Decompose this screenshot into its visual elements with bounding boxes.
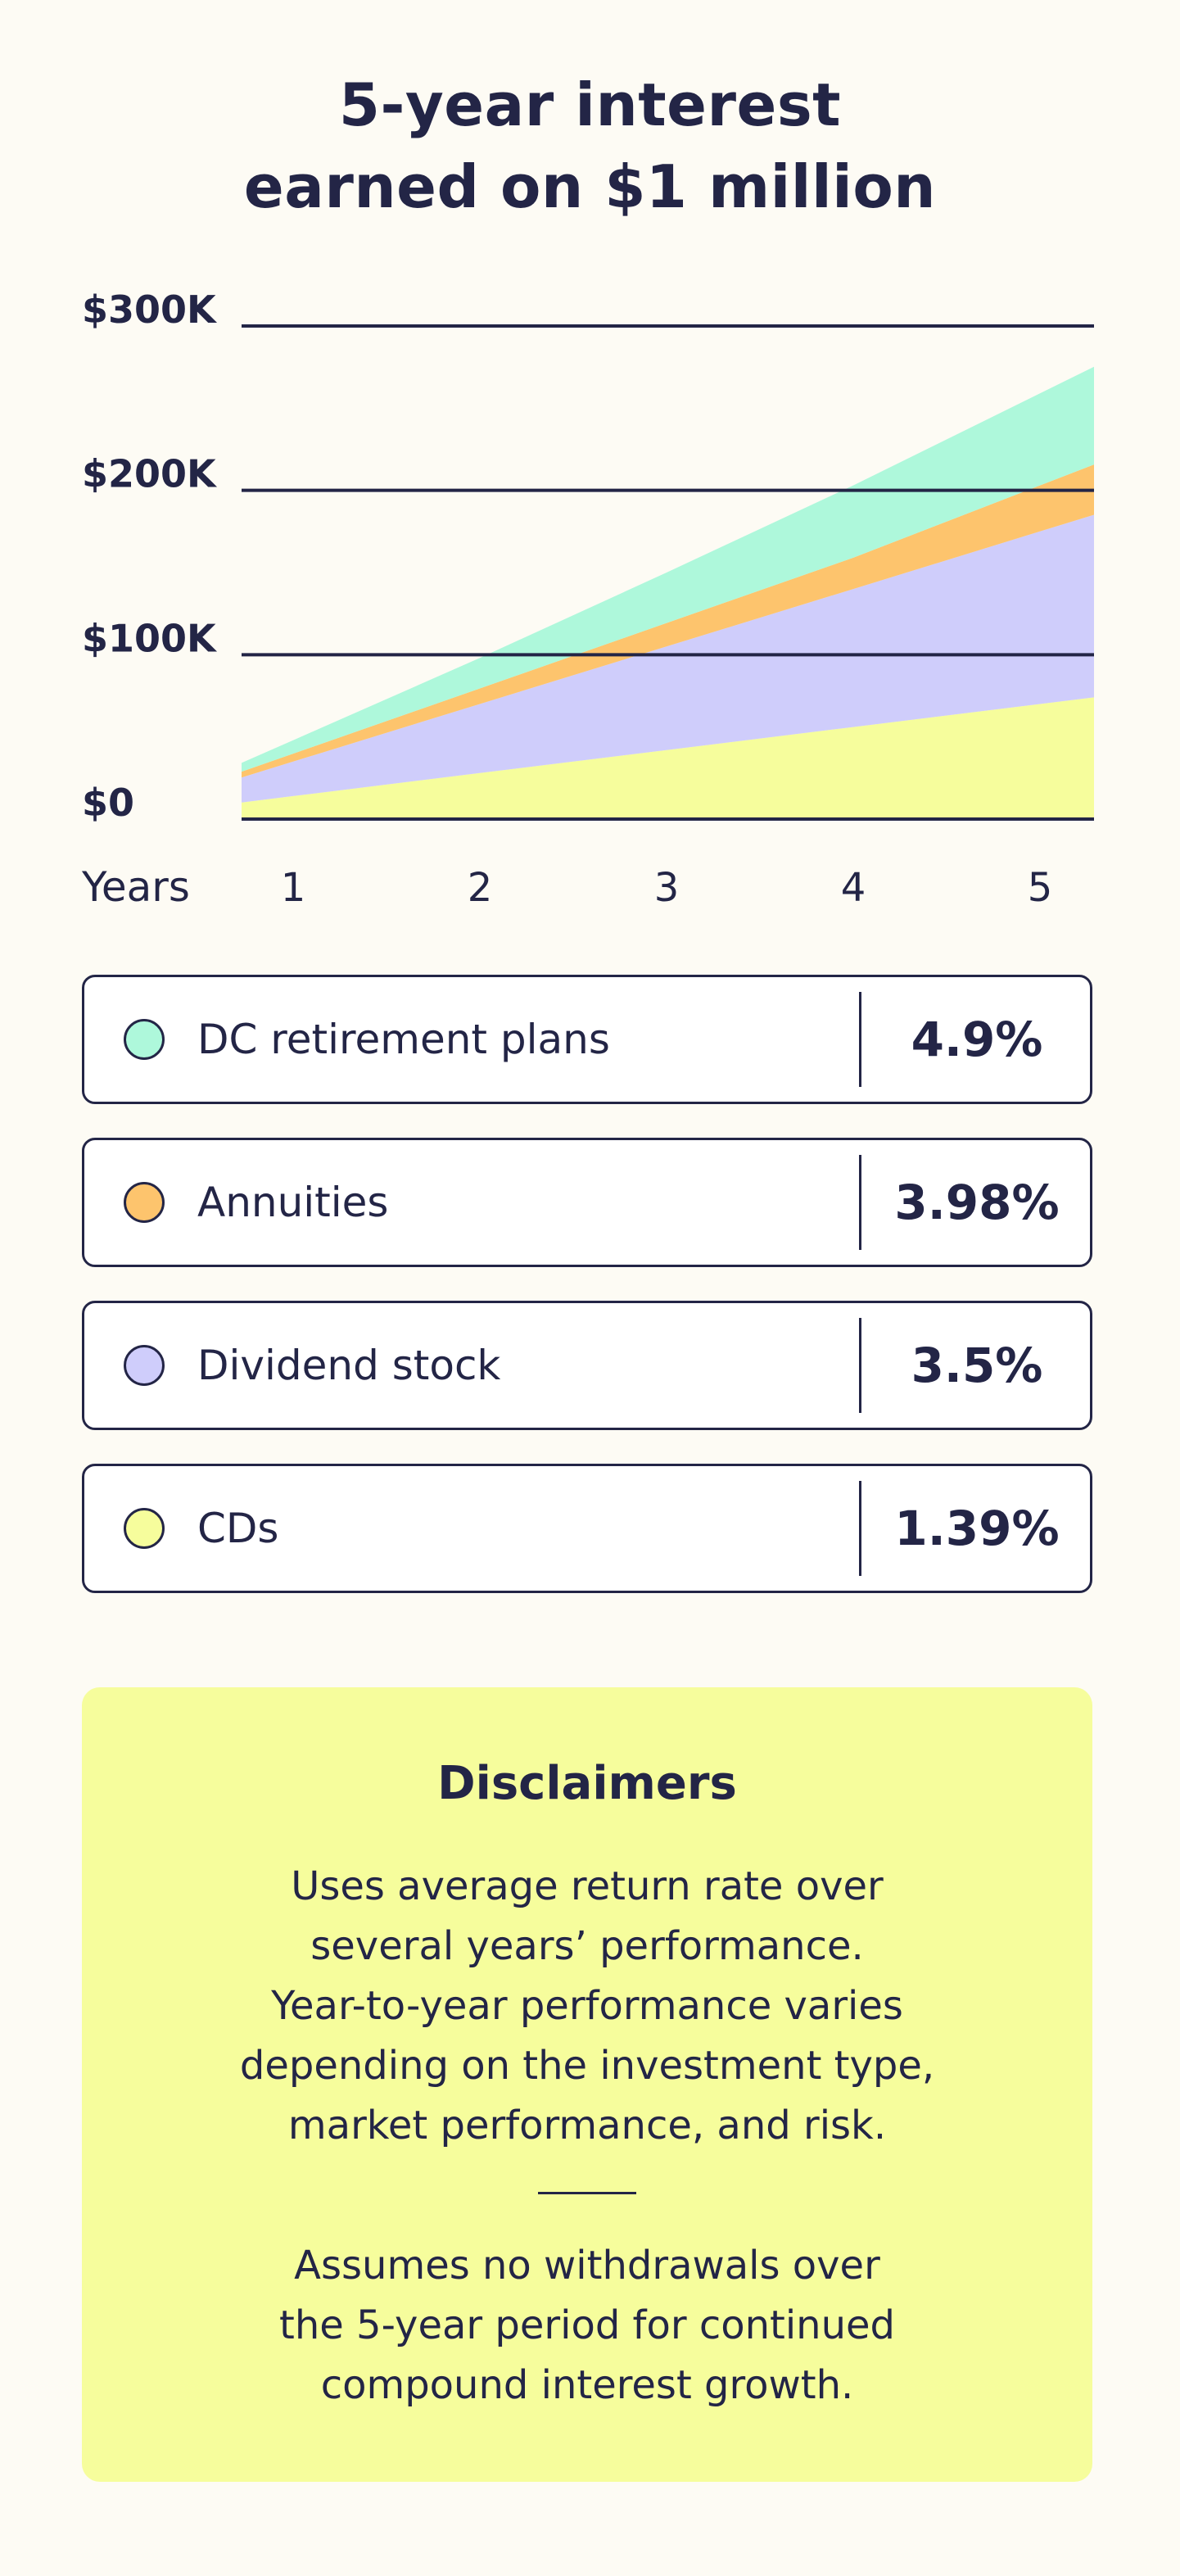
disclaimers-panel: Disclaimers Uses average return rate ove… [82,1687,1092,2482]
legend-swatch-icon [124,1019,165,1060]
disclaimer-line: Year-to-year performance varies [271,1983,903,2029]
legend-label: CDs [197,1505,279,1552]
disclaimer-line: compound interest growth. [320,2362,854,2408]
chart-areas [242,366,1094,819]
legend-swatch-icon [124,1508,165,1549]
page-title: 5-year interest earned on $1 million [0,64,1180,228]
x-axis-tick-labels: 1 2 3 4 5 [281,865,1053,911]
disclaimer-paragraph-1: Uses average return rate over several ye… [164,1857,1010,2156]
legend-item-annuities: Annuities 3.98% [82,1138,1092,1267]
legend-item-dc-retirement-plans: DC retirement plans 4.9% [82,975,1092,1104]
chart-gridlines [242,324,1094,821]
disclaimer-line: depending on the investment type, [239,2043,935,2089]
legend-divider [859,1318,861,1413]
legend-value: 3.98% [894,1175,1060,1230]
area-series-cds [242,697,1094,819]
disclaimer-line: the 5-year period for continued [279,2302,895,2348]
disclaimer-line: Assumes no withdrawals over [294,2243,880,2289]
y-tick-label: $300K [82,287,218,332]
x-tick-label: 4 [841,865,866,911]
legend-label: Dividend stock [197,1342,501,1389]
legend-label: Annuities [197,1179,389,1226]
legend-value: 3.5% [911,1338,1043,1393]
title-line-2: earned on $1 million [243,152,937,221]
y-tick-label: $100K [82,616,218,660]
x-tick-label: 5 [1028,865,1053,911]
disclaimers-title: Disclaimers [437,1757,737,1810]
x-axis-label: Years [81,863,190,911]
legend-item-cds: CDs 1.39% [82,1464,1092,1593]
x-tick-label: 2 [468,865,493,911]
y-axis-tick-labels: $0 $100K $200K $300K [82,287,218,825]
legend-divider [859,992,861,1087]
legend-divider [859,1155,861,1250]
x-tick-label: 1 [281,865,306,911]
legend-label: DC retirement plans [197,1016,610,1063]
legend-swatch-icon [124,1182,165,1223]
legend-divider [859,1481,861,1576]
legend-value: 1.39% [894,1501,1060,1556]
interest-area-chart: $0 $100K $200K $300K 1 2 3 4 5 Years [81,287,1094,911]
title-line-1: 5-year interest [338,70,842,139]
disclaimer-divider [538,2192,636,2194]
disclaimer-paragraph-2: Assumes no withdrawals over the 5-year p… [164,2236,1010,2415]
disclaimer-line: market performance, and risk. [287,2103,887,2148]
legend-swatch-icon [124,1345,165,1386]
disclaimer-line: Uses average return rate over [291,1863,884,1909]
legend-value: 4.9% [911,1012,1043,1067]
area-series-annuities [242,464,1094,778]
y-tick-label: $0 [82,781,134,825]
area-series-dc-retirement-plans [242,366,1094,772]
legend-item-dividend-stock: Dividend stock 3.5% [82,1301,1092,1430]
area-series-dividend-stock [242,514,1094,803]
y-tick-label: $200K [82,452,218,496]
x-tick-label: 3 [654,865,680,911]
disclaimer-line: several years’ performance. [310,1923,864,1969]
